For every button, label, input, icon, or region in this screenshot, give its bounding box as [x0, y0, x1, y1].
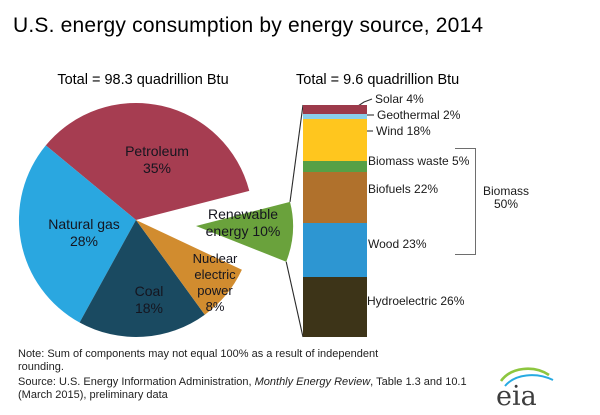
chart-title: U.S. energy consumption by energy source…	[13, 14, 484, 37]
bar-total-label: Total = 9.6 quadrillion Btu	[296, 72, 460, 88]
source-prefix: Source: U.S. Energy Information Administ…	[18, 376, 255, 388]
pie-label-nuclear: Nuclear electric power 8%	[192, 251, 238, 314]
bar-segment-biofuels	[303, 172, 367, 224]
pie-slice-nuclear	[136, 220, 242, 315]
bar-segment-wind	[303, 118, 367, 161]
bar-label-geothermal: Geothermal 2%	[377, 108, 461, 122]
pie-label-renewable: Renewable energy 10%	[205, 206, 281, 240]
bar-segment-hydroelectric	[303, 276, 367, 337]
bar-segment-geothermal	[303, 114, 367, 119]
bar-label-biofuels: Biofuels 22%	[368, 182, 439, 196]
pie-slice-natural_gas	[18, 145, 136, 323]
bar-segment-wood	[303, 223, 367, 277]
source-publication: Monthly Energy Review	[254, 376, 371, 388]
source-suffix: , Table 1.3 and 10.1 (March 2015), preli…	[18, 376, 467, 402]
connector-line-top	[289, 104, 304, 202]
biomass-bracket	[455, 148, 476, 255]
pie-slice-coal	[79, 220, 205, 338]
pie-slice-petroleum	[45, 102, 250, 220]
source-text: Source: U.S. Energy Information Administ…	[18, 376, 490, 402]
eia-logo: eia	[496, 367, 554, 410]
note-line-2: rounding.	[18, 361, 64, 374]
bar-label-wood: Wood 23%	[368, 237, 427, 251]
pie-total-label: Total = 98.3 quadrillion Btu	[57, 72, 229, 88]
bar-label-solar: Solar 4%	[375, 92, 424, 106]
eia-logo-green-swoosh-icon	[499, 367, 550, 382]
bar-label-biomass_waste: Biomass waste 5%	[368, 154, 470, 168]
solar-leader-tick	[357, 98, 373, 107]
stacked-bar	[303, 105, 367, 337]
bracket-pct-text: 50%	[493, 197, 519, 212]
bar-label-hydroelectric: Hydroelectric 26%	[367, 294, 465, 308]
pie-label-coal: Coal 18%	[134, 283, 164, 317]
pie-label-natural_gas: Natural gas 28%	[48, 216, 120, 250]
pie-slice-renewable	[196, 201, 294, 262]
bar-label-wind: Wind 18%	[376, 124, 431, 138]
connector-line-bottom	[285, 261, 304, 338]
pie-label-petroleum: Petroleum 35%	[125, 143, 189, 177]
eia-logo-text: eia	[496, 381, 537, 410]
eia-logo-blue-swoosh-icon	[504, 374, 554, 387]
bar-segment-solar	[303, 105, 367, 115]
note-text: Note: Sum of components may not equal 10…	[18, 348, 488, 374]
bar-segment-biomass_waste	[303, 160, 367, 173]
note-line-1: Note: Sum of components may not equal 10…	[18, 348, 379, 360]
bracket-label-text: Biomass	[482, 184, 529, 198]
biomass-bracket-label: Biomass 50%	[477, 184, 535, 212]
